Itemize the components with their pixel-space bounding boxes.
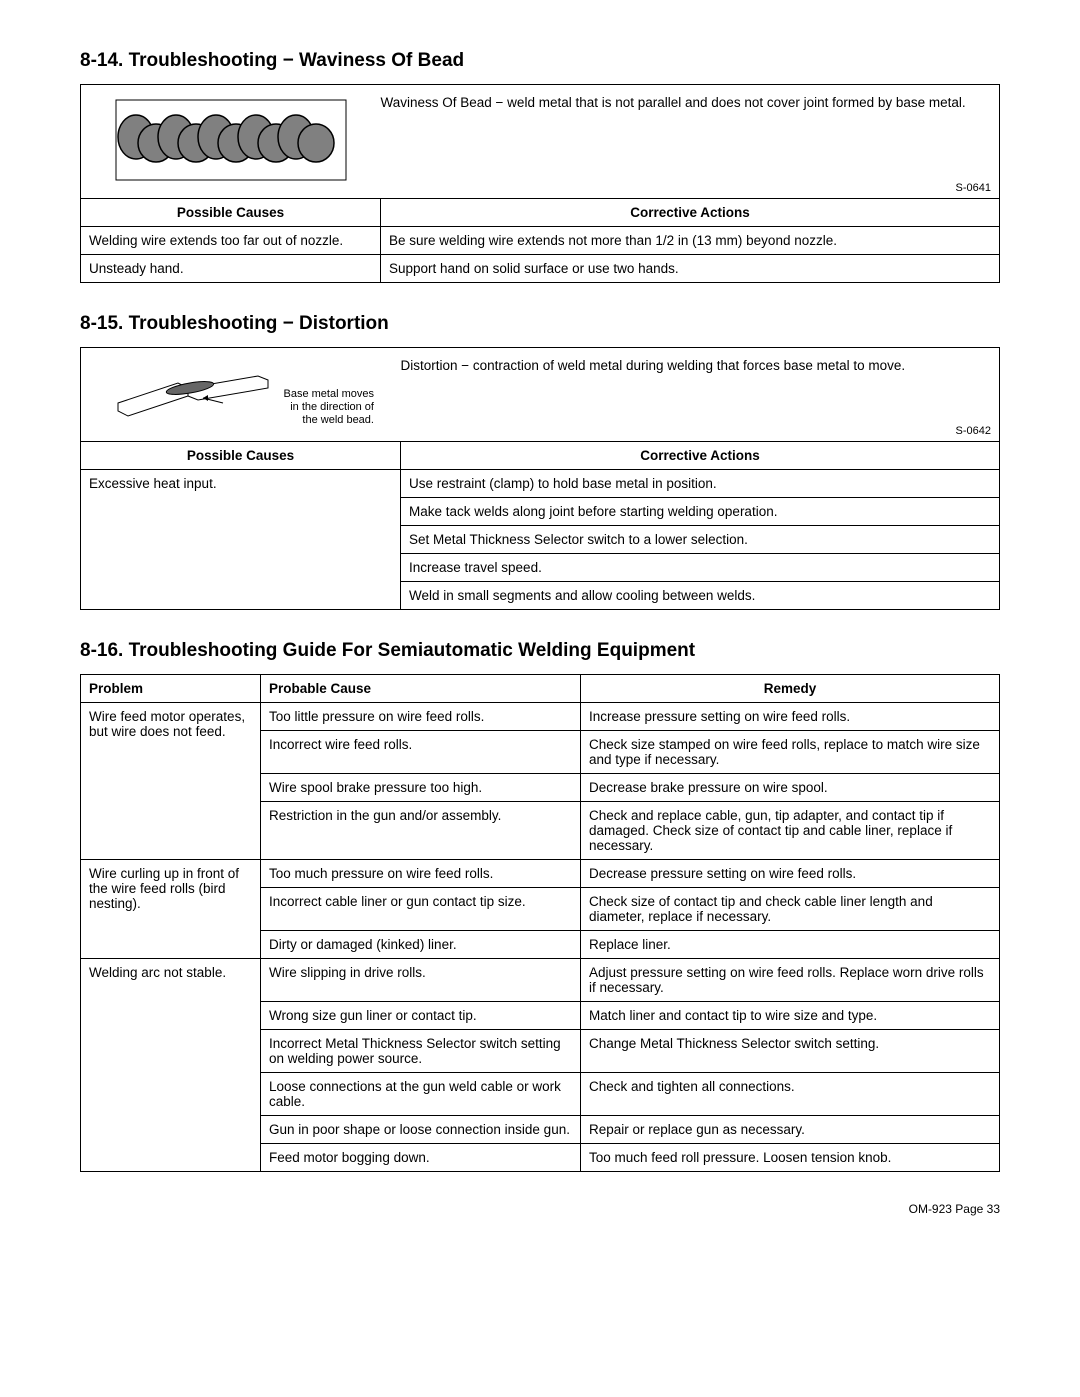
header-cause-8-14: Possible Causes	[81, 199, 381, 227]
problem-cell: Welding arc not stable.	[81, 959, 261, 1172]
remedy-cell: Decrease pressure setting on wire feed r…	[581, 860, 1000, 888]
table-row: Welding arc not stable.Wire slipping in …	[81, 959, 1000, 1002]
remedy-cell: Increase pressure setting on wire feed r…	[581, 703, 1000, 731]
remedy-cell: Repair or replace gun as necessary.	[581, 1116, 1000, 1144]
action-cell: Set Metal Thickness Selector switch to a…	[401, 526, 1000, 554]
action-cell: Make tack welds along joint before start…	[401, 498, 1000, 526]
table-8-15: Base metal movesin the direction ofthe w…	[80, 347, 1000, 610]
remedy-cell: Change Metal Thickness Selector switch s…	[581, 1030, 1000, 1073]
problem-cell: Wire feed motor operates, but wire does …	[81, 703, 261, 860]
description-text-8-14: Waviness Of Bead − weld metal that is no…	[381, 95, 966, 110]
problem-cell: Wire curling up in front of the wire fee…	[81, 860, 261, 959]
section-8-14: 8-14. Troubleshooting − Waviness Of Bead…	[80, 50, 1000, 283]
cause-cell: Incorrect cable liner or gun contact tip…	[261, 888, 581, 931]
figure-cell-8-15: Base metal movesin the direction ofthe w…	[81, 348, 401, 442]
remedy-cell: Decrease brake pressure on wire spool.	[581, 774, 1000, 802]
action-cell: Weld in small segments and allow cooling…	[401, 582, 1000, 610]
cause-cell: Excessive heat input.	[81, 470, 401, 610]
section-8-15: 8-15. Troubleshooting − Distortion Base …	[80, 313, 1000, 610]
heading-8-14: 8-14. Troubleshooting − Waviness Of Bead	[80, 50, 1000, 72]
header-action-8-15: Corrective Actions	[401, 442, 1000, 470]
cause-cell: Wire spool brake pressure too high.	[261, 774, 581, 802]
table-row: Wire feed motor operates, but wire does …	[81, 703, 1000, 731]
remedy-cell: Check and replace cable, gun, tip adapte…	[581, 802, 1000, 860]
header-problem-8-16: Problem	[81, 675, 261, 703]
distortion-icon	[108, 358, 278, 431]
action-cell: Be sure welding wire extends not more th…	[381, 227, 1000, 255]
cause-cell: Loose connections at the gun weld cable …	[261, 1073, 581, 1116]
cause-cell: Restriction in the gun and/or assembly.	[261, 802, 581, 860]
cause-cell: Too little pressure on wire feed rolls.	[261, 703, 581, 731]
cause-cell: Incorrect Metal Thickness Selector switc…	[261, 1030, 581, 1073]
cause-cell: Dirty or damaged (kinked) liner.	[261, 931, 581, 959]
table-row: Excessive heat input.Use restraint (clam…	[81, 470, 1000, 498]
section-8-16: 8-16. Troubleshooting Guide For Semiauto…	[80, 640, 1000, 1172]
header-cause-8-15: Possible Causes	[81, 442, 401, 470]
header-cause-8-16: Probable Cause	[261, 675, 581, 703]
table-row: Wire curling up in front of the wire fee…	[81, 860, 1000, 888]
page-footer: OM-923 Page 33	[80, 1202, 1000, 1216]
action-cell: Increase travel speed.	[401, 554, 1000, 582]
remedy-cell: Check size stamped on wire feed rolls, r…	[581, 731, 1000, 774]
action-cell: Support hand on solid surface or use two…	[381, 255, 1000, 283]
figure-caption-8-15: Base metal movesin the direction ofthe w…	[284, 388, 374, 428]
cause-cell: Too much pressure on wire feed rolls.	[261, 860, 581, 888]
figure-code-8-15: S-0642	[956, 425, 991, 437]
action-cell: Use restraint (clamp) to hold base metal…	[401, 470, 1000, 498]
heading-8-15: 8-15. Troubleshooting − Distortion	[80, 313, 1000, 335]
remedy-cell: Adjust pressure setting on wire feed rol…	[581, 959, 1000, 1002]
cause-cell: Incorrect wire feed rolls.	[261, 731, 581, 774]
remedy-cell: Too much feed roll pressure. Loosen tens…	[581, 1144, 1000, 1172]
heading-8-16: 8-16. Troubleshooting Guide For Semiauto…	[80, 640, 1000, 662]
remedy-cell: Check and tighten all connections.	[581, 1073, 1000, 1116]
waviness-bead-icon	[111, 95, 351, 188]
table-8-14: Waviness Of Bead − weld metal that is no…	[80, 84, 1000, 283]
cause-cell: Gun in poor shape or loose connection in…	[261, 1116, 581, 1144]
table-row: Unsteady hand.Support hand on solid surf…	[81, 255, 1000, 283]
table-row: Welding wire extends too far out of nozz…	[81, 227, 1000, 255]
remedy-cell: Check size of contact tip and check cabl…	[581, 888, 1000, 931]
cause-cell: Feed motor bogging down.	[261, 1144, 581, 1172]
cause-cell: Welding wire extends too far out of nozz…	[81, 227, 381, 255]
remedy-cell: Replace liner.	[581, 931, 1000, 959]
description-cell-8-15: Distortion − contraction of weld metal d…	[401, 348, 1000, 442]
header-remedy-8-16: Remedy	[581, 675, 1000, 703]
table-8-16: Problem Probable Cause Remedy Wire feed …	[80, 674, 1000, 1172]
header-action-8-14: Corrective Actions	[381, 199, 1000, 227]
cause-cell: Wrong size gun liner or contact tip.	[261, 1002, 581, 1030]
cause-cell: Wire slipping in drive rolls.	[261, 959, 581, 1002]
remedy-cell: Match liner and contact tip to wire size…	[581, 1002, 1000, 1030]
figure-cell-8-14	[81, 85, 381, 199]
description-text-8-15: Distortion − contraction of weld metal d…	[401, 358, 906, 373]
cause-cell: Unsteady hand.	[81, 255, 381, 283]
figure-code-8-14: S-0641	[956, 182, 991, 194]
description-cell-8-14: Waviness Of Bead − weld metal that is no…	[381, 85, 1000, 199]
